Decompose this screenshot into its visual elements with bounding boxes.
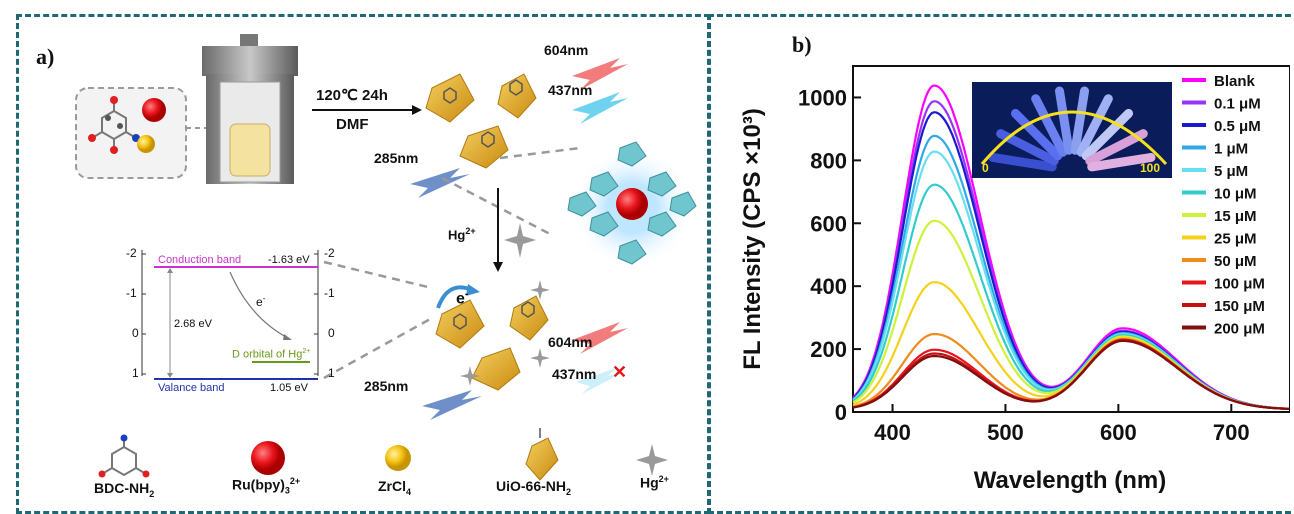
band-tick-left-0: -2 [126, 246, 137, 260]
legend-label-9: 100 μM [1214, 276, 1265, 293]
hg-star-icon-3 [460, 366, 480, 386]
legend-bdc-label: BDC-NH2 [94, 480, 155, 499]
legend-bdc-icon [101, 438, 147, 477]
y-tick-label-0: 0 [835, 400, 847, 425]
legend-label-3: 1 μM [1214, 141, 1248, 158]
inset-blade-4 [1054, 86, 1074, 155]
inset-blade-7 [1081, 108, 1134, 161]
conduction-energy-label: -1.63 eV [268, 254, 310, 266]
band-diagram [141, 250, 319, 380]
legend-label-1: 0.1 μM [1214, 96, 1261, 113]
band-tick-left-1: -1 [126, 286, 137, 300]
x-tick-label-400: 400 [874, 420, 911, 445]
excitation-285-bottom-icon [422, 390, 482, 420]
inset-label-right: 100 [1140, 161, 1160, 175]
legend-label-10: 150 μM [1214, 298, 1265, 315]
zr-sphere-icon [137, 135, 155, 153]
reactant-box [75, 87, 187, 179]
y-tick-label-1000: 1000 [798, 85, 847, 110]
legend-ru-icon [251, 441, 285, 475]
band-tick-right-2: 0 [328, 326, 335, 340]
y-tick-label-200: 200 [810, 337, 847, 362]
inset-blade-5 [1070, 86, 1090, 155]
ru-sphere-icon [142, 98, 166, 122]
reaction-conditions-top: 120℃ 24h [316, 87, 388, 104]
emission-604-top-icon [572, 58, 628, 90]
band-tick-right-3: 1 [328, 366, 335, 380]
legend-label-5: 10 μM [1214, 186, 1257, 203]
valance-energy-label: 1.05 eV [270, 382, 308, 394]
legend-ru-label: Ru(bpy)32+ [232, 476, 301, 496]
quench-mark-icon: ✕ [612, 362, 628, 382]
x-tick-label-600: 600 [1100, 420, 1137, 445]
inset-photo: 0 100 [972, 82, 1172, 178]
band-tick-left-2: 0 [132, 326, 139, 340]
legend-uio-icon [525, 428, 559, 481]
legend-label-11: 200 μM [1214, 321, 1265, 338]
y-tick-label-800: 800 [810, 148, 847, 173]
legend-label-6: 15 μM [1214, 208, 1257, 225]
legend-uio-label: UiO-66-NH2 [496, 478, 572, 497]
plot-frame [852, 65, 1290, 413]
y-tick-label-600: 600 [810, 211, 847, 236]
reaction-conditions-bottom: DMF [336, 116, 369, 133]
legend-hg-icon [636, 444, 668, 476]
hg-arrow-label: Hg2+ [448, 226, 476, 243]
band-gap-label: 2.68 eV [174, 318, 212, 330]
inset-blade-6 [1076, 94, 1113, 157]
inset-label-left: 0 [982, 161, 989, 175]
legend-label-2: 0.5 μM [1214, 118, 1261, 135]
mof-structure-icon [567, 141, 697, 270]
hg-star-icon-2 [530, 348, 550, 368]
y-tick-label-400: 400 [810, 274, 847, 299]
emission-437-top-icon [572, 92, 628, 124]
wavelength-285-top: 285nm [374, 150, 419, 166]
wavelength-604-bottom: 604nm [548, 334, 593, 350]
panel-b-label: b) [792, 32, 812, 57]
x-axis-label: Wavelength (nm) [974, 467, 1166, 494]
emission-604-bottom-icon [572, 322, 628, 354]
emission-437-bottom-icon [576, 368, 624, 394]
valance-band-label: Valance band [158, 382, 225, 394]
inset-blade-3 [1031, 94, 1068, 157]
panel-a-label: a) [36, 44, 55, 69]
inset-blade-2 [1010, 108, 1063, 161]
hg-star-icon-1 [530, 280, 550, 300]
excitation-285-top-icon [410, 168, 470, 198]
wavelength-604-top: 604nm [544, 42, 589, 58]
y-axis-label: FL Intensity (CPS ×10³) [739, 108, 766, 370]
series-line-10 [852, 339, 1289, 410]
legend-label-0: Blank [1214, 73, 1256, 90]
wavelength-437-bottom: 437nm [552, 366, 597, 382]
wavelength-285-bottom: 285nm [364, 378, 409, 394]
autoclave-icon [202, 34, 298, 184]
hg-star-icon-arrow [504, 223, 536, 258]
electron-label: e- [456, 288, 469, 308]
panel-a-graphic [75, 34, 697, 481]
band-electron-label: e- [256, 294, 266, 309]
inset-blade-8 [1085, 129, 1148, 166]
legend-label-4: 5 μM [1214, 163, 1248, 180]
legend-hg-label: Hg2+ [640, 474, 669, 491]
conduction-band-label: Conduction band [158, 254, 242, 266]
series-line-11 [852, 339, 1289, 410]
wavelength-437-top: 437nm [548, 82, 593, 98]
band-tick-right-0: -2 [324, 246, 335, 260]
inset-blade-0 [988, 152, 1057, 172]
band-tick-left-3: 1 [132, 366, 139, 380]
uio-crystal-top [425, 73, 537, 169]
uio-crystal-bottom [435, 295, 549, 391]
legend-zr-label: ZrCl4 [378, 478, 412, 497]
legend-zr-icon [385, 445, 411, 471]
legend-label-7: 25 μM [1214, 231, 1257, 248]
x-tick-label-500: 500 [987, 420, 1024, 445]
band-tick-right-1: -1 [324, 286, 335, 300]
legend-label-8: 50 μM [1214, 253, 1257, 270]
inset-blade-9 [1087, 152, 1156, 172]
d-orbital-label: D orbital of Hg2+ [232, 348, 311, 361]
x-tick-label-700: 700 [1213, 420, 1250, 445]
